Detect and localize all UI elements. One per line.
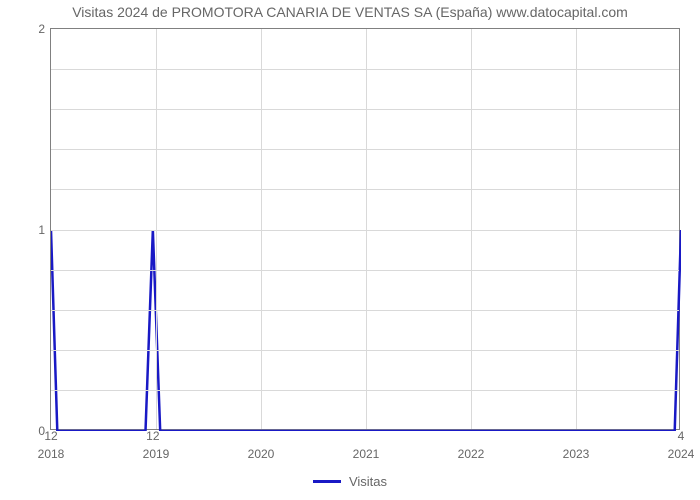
gridline-horizontal-minor — [51, 270, 679, 271]
gridline-horizontal — [51, 230, 679, 231]
x-tick-label: 2022 — [458, 429, 485, 461]
gridline-horizontal-minor — [51, 69, 679, 70]
legend-swatch — [313, 480, 341, 483]
x-tick-label: 2021 — [353, 429, 380, 461]
data-point-label: 12 — [44, 429, 57, 443]
gridline-horizontal-minor — [51, 189, 679, 190]
gridline-horizontal-minor — [51, 109, 679, 110]
x-tick-label: 2020 — [248, 429, 275, 461]
gridline-horizontal-minor — [51, 310, 679, 311]
legend: Visitas — [0, 474, 700, 489]
y-tick-label: 1 — [38, 223, 51, 237]
data-point-label: 4 — [678, 429, 685, 443]
gridline-horizontal-minor — [51, 149, 679, 150]
x-tick-label: 2023 — [563, 429, 590, 461]
plot-area: 201820192020202120222023202401212124 — [50, 28, 680, 430]
data-point-label: 12 — [146, 429, 159, 443]
y-tick-label: 2 — [38, 22, 51, 36]
chart-title: Visitas 2024 de PROMOTORA CANARIA DE VEN… — [0, 4, 700, 20]
gridline-horizontal-minor — [51, 390, 679, 391]
legend-label: Visitas — [349, 474, 387, 489]
gridline-horizontal-minor — [51, 350, 679, 351]
